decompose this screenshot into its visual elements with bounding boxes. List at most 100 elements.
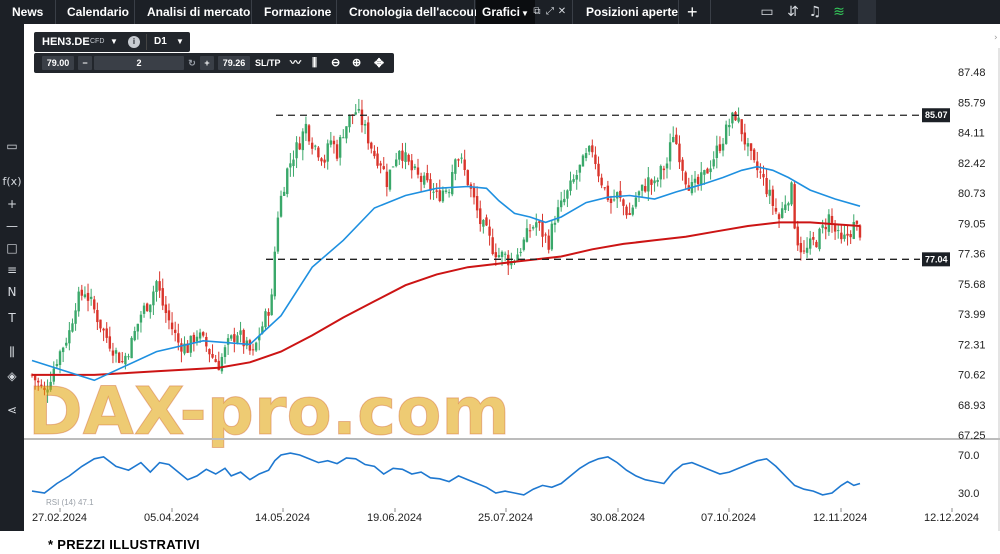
candle-body	[161, 288, 164, 306]
candle-body	[706, 168, 709, 174]
x-tick-label: 27.02.2024	[32, 512, 87, 524]
candle-body	[712, 159, 715, 167]
candle-body	[310, 142, 314, 149]
candle-body	[180, 343, 183, 352]
candle-body	[818, 228, 821, 250]
x-tick-label: 05.04.2024	[144, 512, 199, 524]
nav-formazione[interactable]: Formazione	[264, 5, 332, 19]
y-tick-label: 68.93	[958, 400, 986, 412]
candle-body	[258, 335, 261, 341]
nav-news[interactable]: News	[12, 5, 44, 19]
info-icon[interactable]: i	[128, 36, 140, 48]
candle-body	[793, 184, 796, 229]
candle-body	[65, 342, 68, 346]
candle-body	[410, 160, 413, 171]
candle-body	[631, 207, 634, 215]
candle-body	[824, 226, 827, 230]
candle-body	[391, 166, 395, 168]
detach-icon[interactable]: ⧉	[533, 6, 541, 17]
quantity-increase-button[interactable]: +	[200, 56, 214, 70]
swap-icon[interactable]: ⇵	[787, 4, 799, 20]
candle-body	[799, 243, 803, 253]
candle-body	[451, 172, 454, 195]
trendline-icon[interactable]: 〰	[290, 57, 301, 69]
candle-body	[102, 328, 105, 331]
nav-divider	[710, 0, 711, 24]
line-tool-button[interactable]: —	[6, 219, 18, 233]
tab-posizioni-aperte[interactable]: Posizioni aperte	[586, 5, 679, 19]
top-nav-bar: News Calendario Analisi di mercato Forma…	[0, 0, 1000, 24]
candle-body	[270, 294, 273, 316]
candle-body	[556, 207, 560, 222]
candle-body	[709, 168, 712, 173]
nav-analisi-di-mercato[interactable]: Analisi di mercato	[147, 5, 251, 19]
candle-body	[581, 155, 585, 167]
candle-body	[345, 126, 348, 139]
rectangle-tool-button[interactable]: □	[6, 241, 18, 255]
scroll-right-icon[interactable]: ›	[994, 33, 998, 43]
timeframe-selector[interactable]: D1 ▼	[146, 34, 187, 50]
candle-body	[121, 361, 124, 363]
y-tick-label: 85.79	[958, 97, 986, 109]
chevron-down-icon: ▼	[176, 37, 184, 46]
candle-body	[80, 289, 84, 296]
candle-body	[354, 112, 357, 115]
chevron-down-icon[interactable]: ▼	[110, 37, 118, 46]
sl-tp-button[interactable]: SL/TP	[255, 58, 281, 68]
candle-body	[594, 154, 597, 165]
candle-body	[503, 253, 507, 255]
nav-calendario[interactable]: Calendario	[67, 5, 130, 19]
move-icon[interactable]: ✥	[374, 56, 385, 70]
crosshair-button[interactable]: +	[6, 197, 18, 211]
candles-icon[interactable]: ⫼	[9, 345, 15, 359]
instrument-selector[interactable]: HEN3.DE CFD ▼ i D1 ▼	[34, 32, 190, 52]
candle-body	[413, 166, 417, 169]
candle-body	[650, 179, 653, 185]
candle-body	[644, 186, 647, 192]
zoom-out-icon[interactable]: ⊖	[331, 57, 341, 69]
candle-body	[211, 354, 214, 358]
share-icon[interactable]: ⋖	[6, 403, 18, 417]
panel-icon[interactable]: ▭	[6, 139, 18, 153]
pattern-tool-button[interactable]: N	[7, 285, 17, 299]
candle-body	[407, 154, 410, 162]
text-tool-button[interactable]: T	[8, 311, 16, 325]
zoom-in-icon[interactable]: ⊕	[352, 57, 362, 69]
ma-slow-line	[32, 221, 861, 376]
candle-body	[762, 173, 765, 178]
candle-body	[382, 166, 385, 170]
candle-body	[858, 225, 862, 238]
candle-body	[335, 144, 339, 159]
x-tick-label: 07.10.2024	[701, 512, 756, 524]
quantity-decrease-button[interactable]: −	[78, 56, 92, 70]
layers-icon[interactable]: ◈	[7, 369, 17, 383]
tab-grafici[interactable]: Grafici▼	[476, 0, 535, 24]
candle-body	[96, 309, 99, 323]
candle-body	[276, 217, 280, 252]
reset-icon[interactable]: ↻	[188, 58, 196, 68]
candle-body	[429, 179, 432, 191]
price-chart[interactable]: › 85.07 77.04 DAX-pro.com 70.0 30.0 RSI (14…	[24, 24, 1000, 531]
nav-cronologia-account[interactable]: Cronologia dell'account	[349, 5, 486, 19]
candle-body	[398, 150, 401, 160]
candle-body	[251, 349, 255, 351]
sell-price-button[interactable]: 79.00	[42, 56, 74, 70]
window-icon[interactable]: ▭	[760, 4, 774, 20]
bell-icon[interactable]: ♫	[808, 4, 822, 20]
candle-body	[217, 360, 220, 371]
candle-body	[840, 232, 843, 240]
expand-icon[interactable]: ⤢	[546, 6, 554, 17]
buy-price-button[interactable]: 79.26	[218, 56, 250, 70]
quantity-input[interactable]: 2	[94, 56, 184, 70]
candles-type-icon[interactable]: ⫼	[312, 57, 318, 69]
close-tab-icon[interactable]: ✕	[557, 6, 567, 17]
add-tab-button[interactable]: +	[687, 2, 698, 22]
indicators-button[interactable]: f(x)	[2, 175, 22, 188]
candle-body	[177, 333, 180, 343]
candle-body	[223, 347, 227, 357]
account-panel[interactable]	[858, 0, 876, 24]
fibonacci-tool-button[interactable]: ≡	[6, 263, 18, 277]
candle-body	[547, 235, 550, 250]
candle-body	[482, 220, 485, 227]
disclaimer-note: * PREZZI ILLUSTRATIVI	[48, 537, 200, 552]
